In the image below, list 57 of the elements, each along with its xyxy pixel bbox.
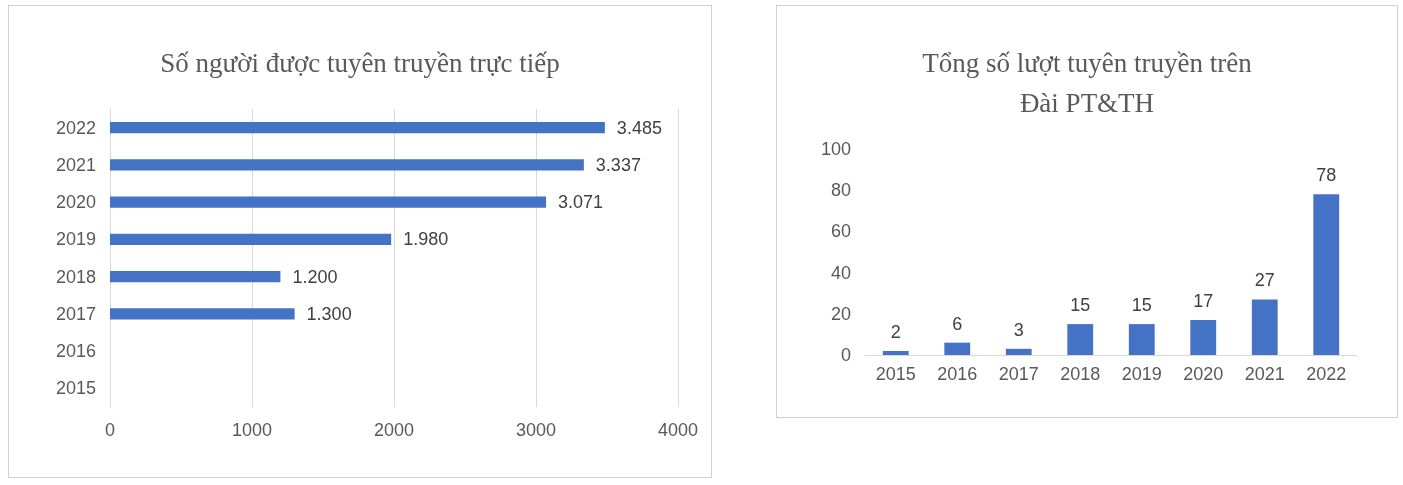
y-tick-label: 2020 bbox=[55, 192, 96, 213]
y-tick-label: 2018 bbox=[55, 266, 96, 287]
x-tick-label: 2020 bbox=[1183, 364, 1224, 384]
y-tick-label: 2016 bbox=[55, 341, 96, 362]
x-tick-label: 2018 bbox=[1060, 364, 1101, 384]
bar bbox=[1251, 299, 1278, 355]
data-label: 15 bbox=[1070, 295, 1091, 316]
bar bbox=[1005, 348, 1032, 355]
x-tick-label: 1000 bbox=[231, 420, 273, 440]
data-label: 1.980 bbox=[403, 229, 449, 250]
bar bbox=[110, 122, 605, 134]
data-label: 3.071 bbox=[558, 192, 604, 213]
bar bbox=[110, 159, 584, 171]
y-tick-label: 2021 bbox=[55, 154, 96, 175]
y-tick-label: 0 bbox=[840, 345, 851, 365]
bar bbox=[882, 350, 909, 355]
bar bbox=[1128, 324, 1155, 355]
x-tick-label: 3000 bbox=[515, 420, 557, 440]
bar bbox=[1067, 324, 1094, 355]
x-tick-label: 2019 bbox=[1121, 364, 1162, 384]
x-tick-label: 2016 bbox=[937, 364, 978, 384]
y-tick-label: 2015 bbox=[55, 378, 96, 399]
x-tick-label: 2022 bbox=[1306, 364, 1347, 384]
data-label: 3 bbox=[1013, 319, 1024, 340]
x-tick-label: 4000 bbox=[657, 420, 699, 440]
bar bbox=[110, 308, 295, 320]
x-tick-label: 2017 bbox=[998, 364, 1039, 384]
data-label: 6 bbox=[952, 313, 963, 334]
bar bbox=[1190, 319, 1217, 355]
bar bbox=[110, 233, 392, 245]
data-label: 3.485 bbox=[616, 117, 662, 138]
bar bbox=[944, 342, 971, 355]
data-label: 2 bbox=[890, 321, 901, 342]
data-label: 1.300 bbox=[306, 303, 352, 324]
y-tick-label: 80 bbox=[830, 180, 851, 201]
bar bbox=[1313, 194, 1340, 355]
x-tick-label: 2021 bbox=[1244, 364, 1285, 384]
chart-title: Tổng số lượt tuyên truyền trên Đài PT&TH bbox=[922, 48, 1253, 118]
chart-title: Số người được tuyên truyền trực tiếp bbox=[160, 48, 560, 78]
y-tick-label: 100 bbox=[820, 139, 851, 159]
data-label: 78 bbox=[1316, 165, 1337, 186]
data-label: 15 bbox=[1131, 295, 1152, 316]
data-label: 1.200 bbox=[292, 266, 338, 287]
data-label: 27 bbox=[1254, 270, 1275, 291]
data-label: 17 bbox=[1193, 290, 1214, 311]
y-tick-label: 2022 bbox=[55, 117, 96, 138]
y-tick-label: 2019 bbox=[55, 229, 96, 250]
y-tick-label: 2017 bbox=[55, 303, 96, 324]
x-tick-label: 0 bbox=[104, 420, 116, 440]
bar bbox=[110, 271, 281, 283]
x-tick-label: 2015 bbox=[875, 364, 916, 384]
data-label: 3.337 bbox=[595, 154, 641, 175]
y-tick-label: 60 bbox=[830, 221, 851, 242]
y-tick-label: 20 bbox=[830, 303, 851, 324]
bar bbox=[110, 196, 547, 208]
y-tick-label: 40 bbox=[830, 262, 851, 283]
x-tick-label: 2000 bbox=[373, 420, 415, 440]
